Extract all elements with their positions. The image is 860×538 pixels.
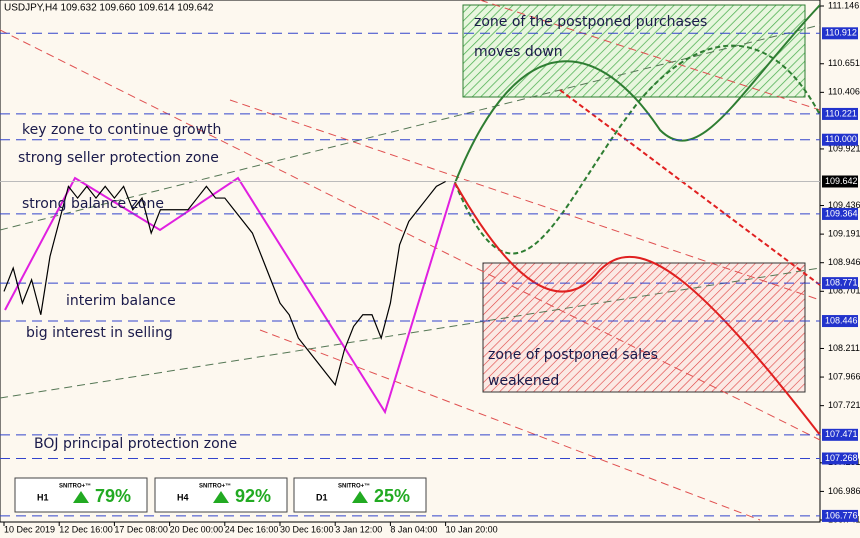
y-tick-label: 107.966 xyxy=(828,371,860,381)
widget-arrow xyxy=(73,491,89,503)
y-tick-label: 108.701 xyxy=(828,286,860,296)
level-box xyxy=(822,207,858,220)
current-price: 109.642 xyxy=(825,176,858,186)
level-box xyxy=(822,133,858,146)
level-label: 107.471 xyxy=(825,429,858,439)
annotation: interim balance xyxy=(66,293,176,309)
annotation: zone of the postponed purchases xyxy=(474,14,707,30)
price-line xyxy=(3,180,446,387)
annotation: weakened xyxy=(488,373,559,389)
projection-up xyxy=(454,4,821,184)
widget-percent: 92% xyxy=(235,486,271,506)
level-label: 106.776 xyxy=(825,510,858,520)
y-tick-label: 106.986 xyxy=(828,486,860,496)
projection-alt xyxy=(454,44,821,255)
plot-frame xyxy=(0,0,821,523)
y-tick-label: 107.721 xyxy=(828,400,860,410)
widget-brand: SNITRO+™ xyxy=(59,483,91,490)
annotation: zone of postponed sales xyxy=(488,347,658,363)
level-box xyxy=(822,277,858,290)
y-tick-label: 109.191 xyxy=(828,228,860,238)
level-box xyxy=(822,509,858,522)
annotation: strong seller protection zone xyxy=(18,150,219,166)
annotation: key zone to continue growth xyxy=(22,122,221,138)
x-tick-label: 3 Jan 12:00 xyxy=(335,524,382,534)
projection-down xyxy=(454,182,821,436)
price-box xyxy=(822,175,858,188)
x-tick-label: 8 Jan 04:00 xyxy=(390,524,437,534)
widget-percent: 25% xyxy=(374,486,410,506)
annotation: strong balance zone xyxy=(22,196,164,212)
y-tick-label: 110.406 xyxy=(828,87,860,97)
widget-arrow xyxy=(213,491,229,503)
trendlines xyxy=(0,0,821,521)
projection-dash xyxy=(559,89,821,286)
widget-brand: SNITRO+™ xyxy=(338,483,370,490)
annotation: big interest in selling xyxy=(26,325,173,341)
y-tick-label: 109.921 xyxy=(828,143,860,153)
annotation: moves down xyxy=(474,44,563,60)
y-tick-label: 109.436 xyxy=(828,200,860,210)
level-label: 108.446 xyxy=(825,315,858,325)
y-tick-label: 108.946 xyxy=(828,257,860,267)
x-tick-label: 24 Dec 16:00 xyxy=(225,524,279,534)
widget-percent: 79% xyxy=(95,486,131,506)
level-label: 110.221 xyxy=(825,108,857,118)
level-label: 110.000 xyxy=(825,134,857,144)
widget-timeframe: H4 xyxy=(177,492,189,502)
x-tick-label: 12 Dec 16:00 xyxy=(59,524,113,534)
x-tick-label: 10 Dec 2019 xyxy=(4,524,55,534)
y-tick-label: 110.651 xyxy=(828,58,860,68)
level-box xyxy=(822,27,858,40)
widget-timeframe: D1 xyxy=(316,492,328,502)
level-box xyxy=(822,452,858,465)
x-tick-label: 30 Dec 16:00 xyxy=(280,524,334,534)
y-tick-label: 111.146 xyxy=(828,0,859,10)
x-tick-label: 20 Dec 00:00 xyxy=(170,524,224,534)
x-tick-label: 17 Dec 08:00 xyxy=(114,524,168,534)
level-box xyxy=(822,315,858,328)
y-tick-label: 108.211 xyxy=(828,343,860,353)
buy-zone xyxy=(462,4,806,98)
x-tick-label: 10 Jan 20:00 xyxy=(446,524,498,534)
level-label: 110.912 xyxy=(825,28,857,38)
widget-arrow xyxy=(352,491,368,503)
level-label: 108.771 xyxy=(825,278,858,288)
level-box xyxy=(822,428,858,441)
level-label: 109.364 xyxy=(825,208,858,218)
zigzag xyxy=(4,176,456,415)
header: USDJPY,H4 109.632 109.660 109.614 109.64… xyxy=(4,3,214,14)
widget-timeframe: H1 xyxy=(37,492,49,502)
widget-brand: SNITRO+™ xyxy=(199,483,231,490)
level-box xyxy=(822,107,858,120)
level-label: 107.268 xyxy=(825,453,858,463)
annotation: BOJ principal protection zone xyxy=(34,436,237,452)
